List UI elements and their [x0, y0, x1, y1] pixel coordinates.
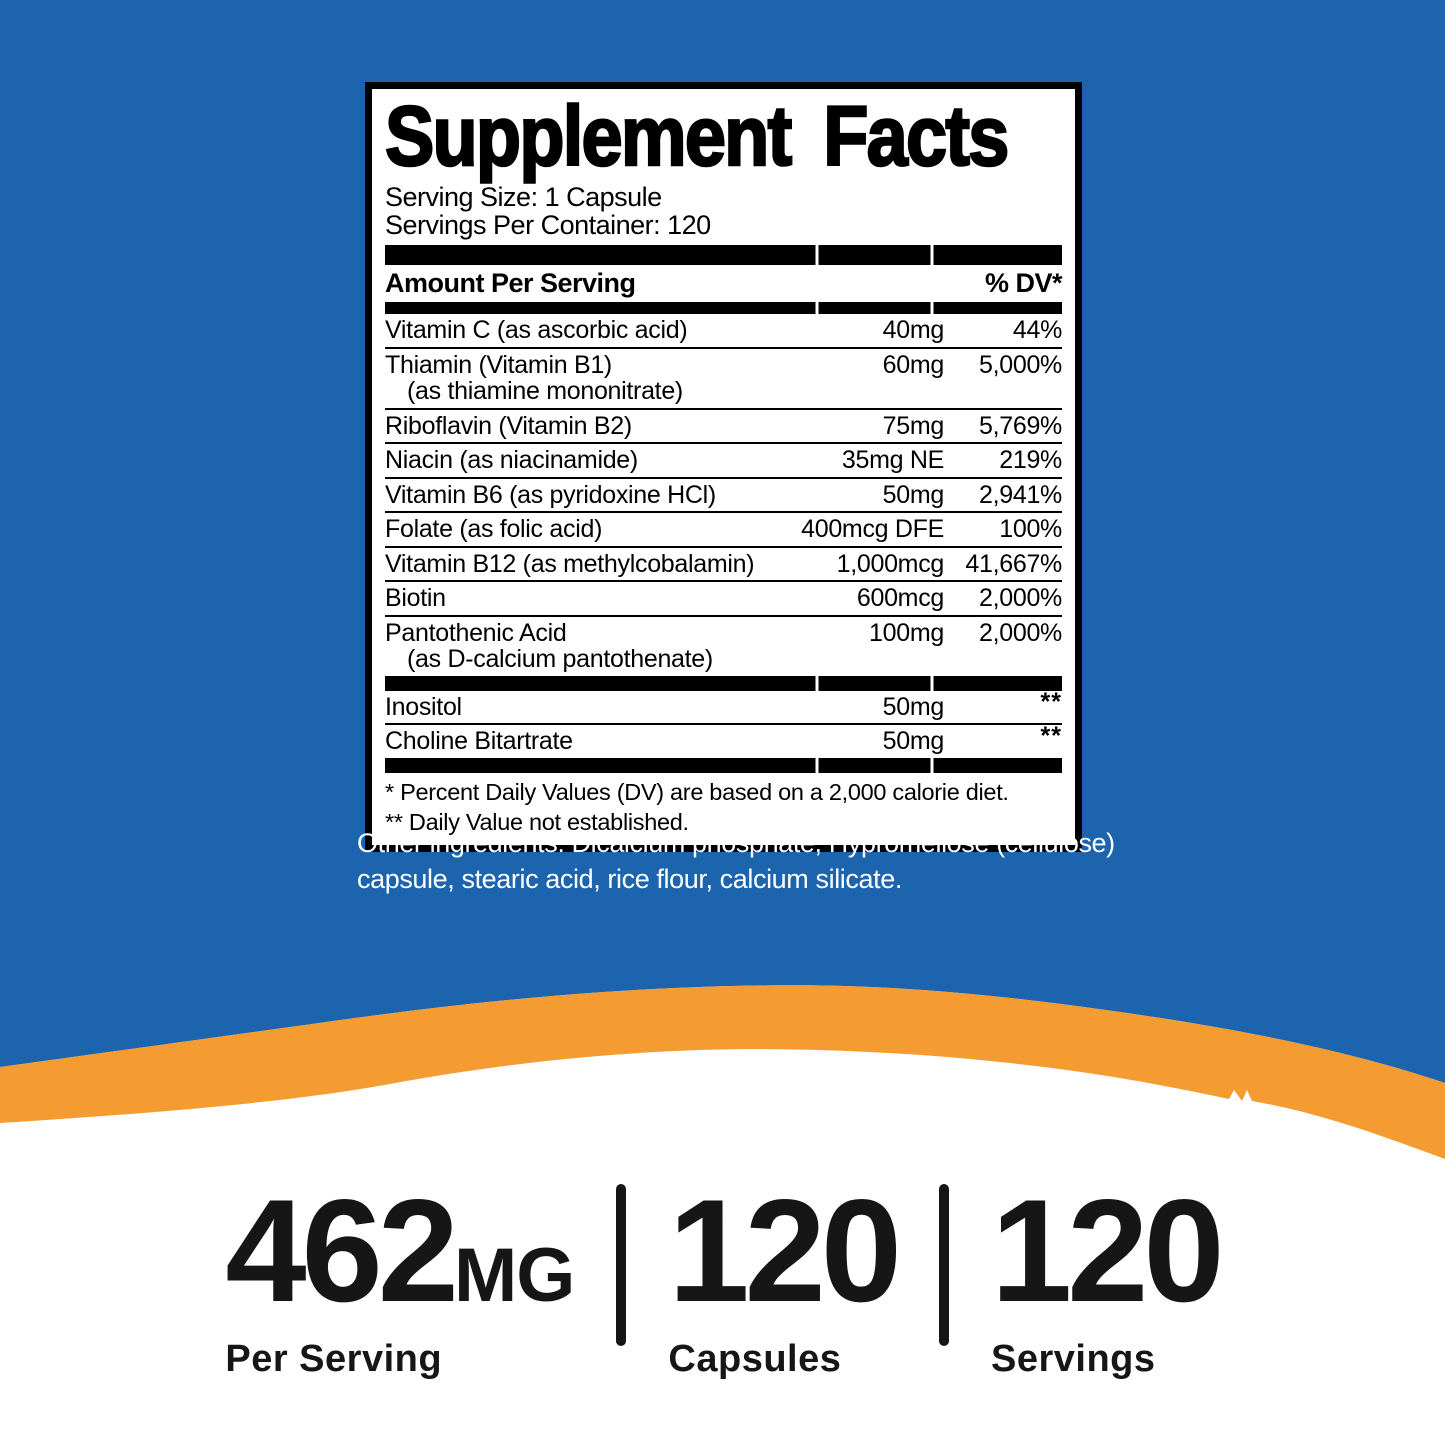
ingredient-name: Niacin (as niacinamide)	[385, 446, 638, 475]
footnotes: * Percent Daily Values (DV) are based on…	[385, 773, 1062, 838]
ingredient-name: Folate (as folic acid)	[385, 515, 603, 544]
other-ingredients: Other ingredients: Dicalcium phosphate, …	[357, 826, 1117, 898]
ingredient-dv: 41,667%	[965, 549, 1062, 578]
table-row-inositol: Inositol 50mg **	[385, 687, 1062, 726]
ingredient-name: Vitamin C (as ascorbic acid)	[385, 316, 688, 345]
orange-wave-graphic	[0, 940, 1445, 1159]
ingredient-dv: **	[1040, 722, 1062, 751]
serving-size: Serving Size: 1 Capsule	[385, 181, 662, 212]
ingredient-dv: **	[1040, 687, 1062, 716]
ingredient-dv: 5,769%	[979, 411, 1062, 440]
ingredient-name: Biotin	[385, 584, 446, 613]
table-row-vitamin-c: Vitamin C (as ascorbic acid) 40mg 44%	[385, 314, 1062, 349]
bottom-stats: 462MG Per Serving 120 Capsules 120 Servi…	[0, 1178, 1445, 1381]
ingredient-amount: 40mg	[882, 316, 945, 345]
stat-unit-mg: MG	[453, 1233, 575, 1318]
stat-value-mg: 462	[225, 1169, 459, 1332]
ingredient-sub: (as D-calcium pantothenate)	[407, 645, 713, 674]
separator-bar-thin	[385, 302, 1062, 315]
ingredient-amount: 50mg	[882, 727, 945, 756]
ingredient-amount: 600mcg	[856, 584, 944, 613]
stat-divider	[616, 1184, 627, 1346]
stat-label-capsules: Capsules	[668, 1338, 842, 1380]
ingredient-name: Vitamin B12 (as methylcobalamin)	[385, 549, 755, 578]
ingredient-name: Pantothenic Acid	[385, 618, 567, 647]
other-ingredients-line-2: capsule, stearic acid, rice flour, calci…	[357, 863, 902, 894]
ingredient-dv: 219%	[999, 446, 1062, 475]
ingredient-dv: 5,000%	[979, 350, 1062, 379]
servings-per-container: Servings Per Container: 120	[385, 209, 711, 240]
stat-divider	[939, 1184, 950, 1346]
table-row-biotin: Biotin 600mcg 2,000%	[385, 582, 1062, 617]
other-ingredients-line-1: Other ingredients: Dicalcium phosphate, …	[357, 828, 1115, 858]
ingredient-amount: 400mcg DFE	[801, 515, 944, 544]
separator-bar-thick	[385, 245, 1062, 266]
table-row-riboflavin: Riboflavin (Vitamin B2) 75mg 5,769%	[385, 410, 1062, 445]
table-row-folate: Folate (as folic acid) 400mcg DFE 100%	[385, 513, 1062, 548]
stat-capsules: 120 Capsules	[668, 1178, 902, 1381]
stat-value-capsules: 120	[668, 1169, 902, 1332]
ingredient-dv: 100%	[999, 515, 1062, 544]
supplement-facts-panel: Supplement Facts Serving Size: 1 Capsule…	[365, 82, 1082, 853]
header-amount-per-serving: Amount Per Serving	[385, 268, 636, 299]
footnote-dv: * Percent Daily Values (DV) are based on…	[385, 778, 1009, 805]
ingredient-name: Riboflavin (Vitamin B2)	[385, 411, 632, 440]
table-header: Amount Per Serving % DV*	[385, 265, 1063, 302]
orange-brush-stroke	[0, 985, 1445, 1159]
table-row-vitamin-b12: Vitamin B12 (as methylcobalamin) 1,000mc…	[385, 548, 1062, 583]
ingredient-name: Choline Bitartrate	[385, 727, 573, 756]
stat-value-servings: 120	[991, 1169, 1225, 1332]
stat-label-per-serving: Per Serving	[225, 1338, 443, 1380]
ingredient-amount: 1,000mcg	[836, 549, 945, 578]
separator-bar-thick	[385, 675, 1062, 691]
ingredient-amount: 50mg	[882, 692, 945, 721]
ingredient-dv: 2,000%	[979, 618, 1062, 647]
footnote-not-established: ** Daily Value not established.	[385, 808, 689, 835]
ingredient-amount: 75mg	[882, 411, 945, 440]
ingredient-amount: 50mg	[882, 480, 945, 509]
separator-bar-thick	[385, 757, 1062, 773]
ingredient-name: Inositol	[385, 692, 462, 721]
ingredient-dv: 44%	[1012, 316, 1062, 345]
header-percent-dv: % DV*	[984, 268, 1063, 299]
ingredient-sub: (as thiamine mononitrate)	[407, 377, 683, 406]
ingredient-amount: 100mg	[869, 618, 944, 647]
table-row-choline-bitartrate: Choline Bitartrate 50mg **	[385, 722, 1062, 758]
table-row-thiamin: Thiamin (Vitamin B1) (as thiamine mononi…	[385, 349, 1062, 410]
ingredient-name: Thiamin (Vitamin B1)	[385, 350, 612, 379]
ingredient-dv: 2,941%	[979, 480, 1062, 509]
stat-per-serving: 462MG Per Serving	[225, 1178, 575, 1381]
ingredient-dv: 2,000%	[979, 584, 1062, 613]
ingredient-amount: 35mg NE	[841, 446, 944, 475]
stat-servings: 120 Servings	[991, 1178, 1225, 1381]
table-row-vitamin-b6: Vitamin B6 (as pyridoxine HCl) 50mg 2,94…	[385, 479, 1062, 514]
ingredient-name: Vitamin B6 (as pyridoxine HCl)	[385, 480, 716, 509]
stat-label-servings: Servings	[991, 1338, 1156, 1380]
panel-title: Supplement Facts	[384, 89, 1011, 183]
ingredient-amount: 60mg	[882, 350, 945, 379]
blue-curve-shape	[0, 940, 1445, 1083]
table-row-niacin: Niacin (as niacinamide) 35mg NE 219%	[385, 444, 1062, 479]
table-row-pantothenic-acid: Pantothenic Acid (as D-calcium pantothen…	[385, 617, 1062, 676]
